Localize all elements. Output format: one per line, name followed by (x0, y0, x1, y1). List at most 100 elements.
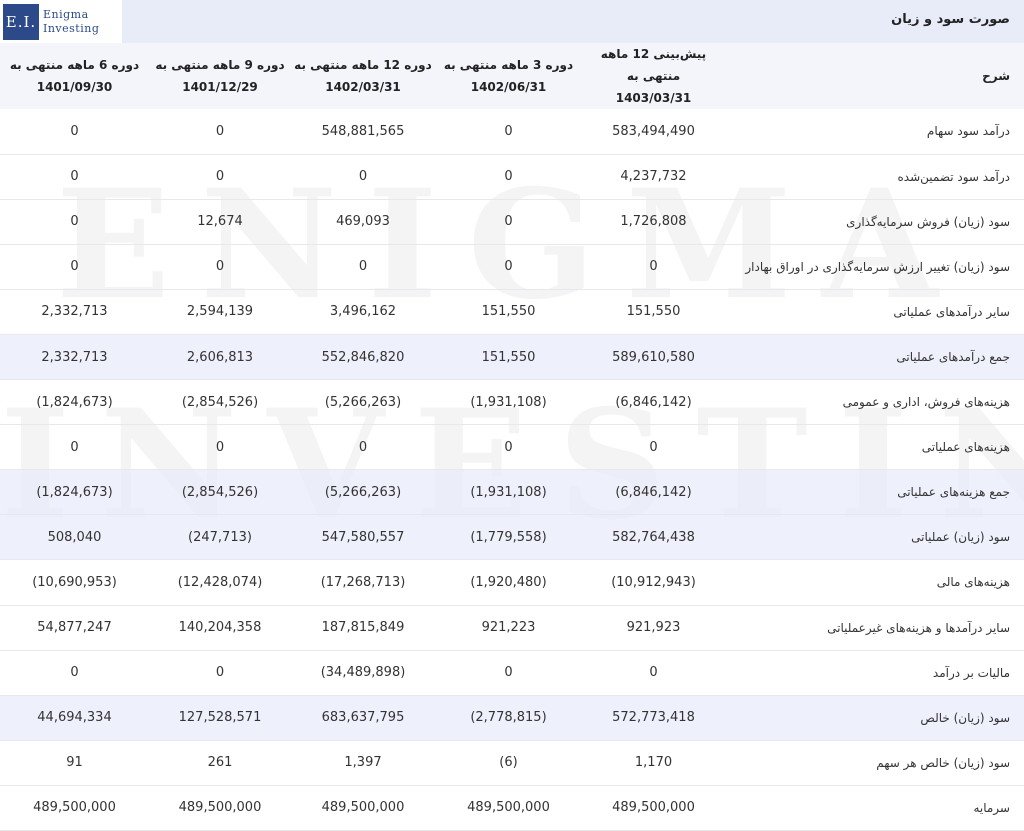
table-cell: 489,500,000 (321, 800, 405, 816)
column-header-line: پیش‌بینی 12 ماهه منتهی به (600, 47, 707, 83)
table-cell: 151,550 (626, 304, 681, 320)
table-cell: 127,528,571 (178, 710, 262, 726)
table-cell: 1,397 (344, 755, 382, 771)
table-cell: 2,594,139 (186, 304, 254, 320)
table-cell: 187,815,849 (321, 620, 405, 636)
header-bar: E.I. Enigma Investing صورت سود و زیان (0, 0, 1024, 43)
table-cell: 0 (70, 665, 79, 681)
logo-text-line-1: Enigma (43, 7, 89, 21)
row-label: سود (زیان) خالص هر سهم (876, 755, 1010, 770)
table-row-total: جمع هزینه‌های عملیاتی (6,846,142) (1,931… (0, 469, 1024, 515)
table-cell: 0 (649, 259, 658, 275)
column-header-line: دوره 9 ماهه منتهی به (155, 58, 285, 72)
table-row: سایر درآمدهای عملیاتی 151,550 151,550 3,… (0, 289, 1024, 335)
table-cell: (34,489,898) (320, 665, 406, 681)
table-cell: 0 (215, 665, 225, 681)
row-label: هزینه‌های مالی (936, 575, 1010, 590)
row-label: هزینه‌های عملیاتی (921, 440, 1010, 455)
table-cell: (1,931,108) (470, 394, 547, 410)
table-row: مالیات بر درآمد 0 0 (34,489,898) 0 0 (0, 650, 1024, 696)
table-cell: 0 (649, 439, 658, 455)
column-header-line: دوره 3 ماهه منتهی به (443, 58, 574, 72)
column-header-3m-1402: دوره 3 ماهه منتهی به 1402/06/31 (435, 43, 582, 109)
table-cell: (17,268,713) (320, 574, 406, 590)
table-cell: 0 (358, 259, 368, 275)
table-cell: 0 (358, 169, 368, 185)
column-header-date: 1402/03/31 (325, 80, 401, 94)
row-label: مالیات بر درآمد (932, 665, 1010, 680)
table-cell: 0 (215, 259, 225, 275)
table-cell: 0 (215, 169, 225, 185)
table-cell: 0 (70, 439, 79, 455)
table-cell: 0 (504, 169, 513, 185)
income-statement-table: شرح پیش‌بینی 12 ماهه منتهی به 1403/03/31… (0, 43, 1024, 831)
row-label: سرمایه (973, 800, 1010, 815)
table-cell: 583,494,490 (612, 123, 695, 139)
table-cell: 54,877,247 (37, 620, 112, 636)
table-cell: 582,764,438 (612, 529, 695, 545)
table-cell: 683,637,795 (321, 710, 405, 726)
table-cell: (1,931,108) (470, 484, 547, 500)
table-cell: (247,713) (188, 529, 252, 545)
table-cell: 0 (70, 169, 79, 185)
table-header-row: شرح پیش‌بینی 12 ماهه منتهی به 1403/03/31… (0, 43, 1024, 109)
table-cell: 0 (70, 259, 79, 275)
table-cell: 589,610,580 (612, 349, 695, 365)
table-cell: (1,920,480) (470, 574, 547, 590)
table-cell: (1,779,558) (470, 529, 547, 545)
table-cell: 547,580,557 (321, 529, 405, 545)
table-cell: 44,694,334 (37, 710, 112, 726)
row-label: جمع درآمدهای عملیاتی (896, 350, 1010, 365)
column-header-date: 1402/06/31 (470, 80, 547, 94)
table-row-total: سود (زیان) عملیاتی 582,764,438 (1,779,55… (0, 514, 1024, 560)
table-cell: 921,923 (626, 620, 681, 636)
table-cell: 151,550 (481, 349, 536, 365)
table-cell: 3,496,162 (329, 304, 397, 320)
table-row: سایر درآمدها و هزینه‌های غیرعملیاتی 921,… (0, 605, 1024, 651)
table-cell: 0 (215, 123, 225, 139)
page-title: صورت سود و زیان (891, 12, 1010, 27)
table-cell: 0 (504, 665, 513, 681)
table-cell: 0 (504, 214, 513, 230)
table-row: درآمد سود سهام 583,494,490 0 548,881,565… (0, 109, 1024, 155)
table-row: هزینه‌های عملیاتی 0 0 0 0 0 (0, 425, 1024, 470)
table-cell: (2,854,526) (181, 394, 259, 410)
table-cell: 0 (70, 214, 79, 230)
table-cell: 469,093 (336, 214, 390, 230)
row-label: سود (زیان) تغییر ارزش سرمایه‌گذاری در او… (745, 259, 1010, 274)
table-cell: (1,824,673) (36, 394, 113, 410)
table-cell: 2,332,713 (41, 349, 108, 365)
logo-text: Enigma Investing (43, 8, 99, 36)
table-cell: (6) (499, 755, 518, 771)
table-cell: (12,428,074) (177, 574, 263, 590)
table-row: درآمد سود تضمین‌شده 4,237,732 0 0 0 0 (0, 154, 1024, 200)
table-cell: 489,500,000 (33, 800, 116, 816)
table-cell: 0 (504, 123, 513, 139)
table-cell: 0 (70, 123, 79, 139)
table-cell: (5,266,263) (324, 484, 402, 500)
table-cell: 572,773,418 (612, 710, 695, 726)
column-header-line: دوره 6 ماهه منتهی به (9, 58, 140, 72)
table-cell: 552,846,820 (321, 349, 405, 365)
table-row-total: جمع درآمدهای عملیاتی 589,610,580 151,550… (0, 334, 1024, 380)
column-header-line: دوره 12 ماهه منتهی به (294, 58, 432, 72)
table-row-total: سود (زیان) خالص 572,773,418 (2,778,815) … (0, 695, 1024, 741)
table-cell: 1,170 (634, 755, 673, 771)
table-cell: 508,040 (47, 529, 102, 545)
table-cell: 0 (215, 439, 225, 455)
table-cell: 91 (66, 755, 83, 771)
column-header-date: 1401/12/29 (182, 80, 258, 94)
row-label: سایر درآمدهای عملیاتی (893, 304, 1010, 319)
row-label: درآمد سود سهام (926, 124, 1010, 139)
table-cell: 0 (504, 439, 513, 455)
column-header-date: 1403/03/31 (615, 91, 692, 105)
table-cell: (1,824,673) (36, 484, 113, 500)
table-cell: 0 (504, 259, 513, 275)
row-label: جمع هزینه‌های عملیاتی (897, 485, 1010, 500)
table-row: هزینه‌های فروش، اداری و عمومی (6,846,142… (0, 380, 1024, 425)
table-cell: (2,778,815) (470, 710, 547, 726)
table-cell: 151,550 (481, 304, 536, 320)
table-cell: (6,846,142) (615, 394, 692, 410)
table-cell: (10,912,943) (611, 574, 696, 590)
column-header-9m-1401: دوره 9 ماهه منتهی به 1401/12/29 (149, 43, 291, 109)
